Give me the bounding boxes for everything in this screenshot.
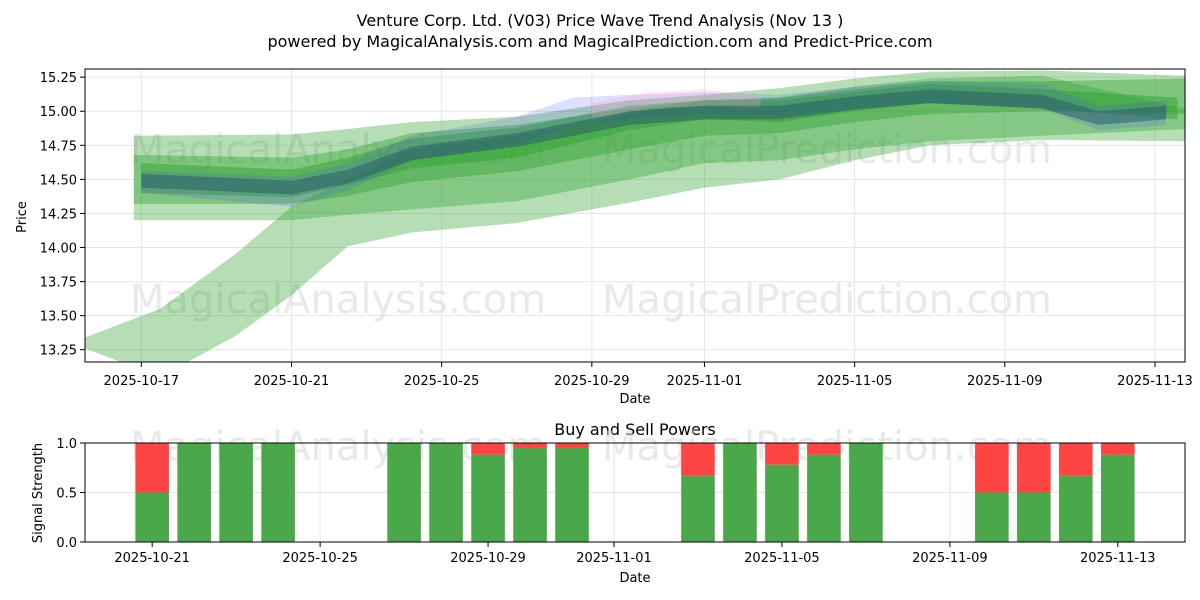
price-x-tick-label: 2025-10-29 — [554, 374, 630, 389]
price-x-tick-label: 2025-11-13 — [1117, 374, 1193, 389]
buy-power-bar — [849, 443, 883, 542]
sell-power-bar — [1059, 443, 1093, 476]
sell-power-bar — [765, 443, 799, 465]
buy-power-bar — [765, 464, 799, 542]
sell-power-bar — [471, 443, 505, 455]
sell-power-bar — [975, 443, 1009, 493]
buy-power-bar — [681, 475, 715, 542]
price-x-tick-label: 2025-10-25 — [404, 374, 480, 389]
sell-power-bar — [681, 443, 715, 476]
buy-sell-plot: Buy and Sell Powers MagicalAnalysis.com … — [31, 420, 1186, 586]
band-wide-band-upper — [133, 70, 1185, 221]
chart-title-line2: powered by MagicalAnalysis.com and Magic… — [267, 32, 932, 51]
buy-power-bar — [1059, 475, 1093, 542]
signal-bars — [135, 443, 1135, 542]
price-grid — [85, 69, 1185, 362]
price-watermarks: MagicalAnalysis.com MagicalPrediction.co… — [130, 127, 1052, 323]
buy-power-bar — [723, 443, 757, 542]
sell-power-bar — [807, 443, 841, 455]
buy-power-bar — [1017, 492, 1051, 542]
band-falling-band — [85, 75, 1185, 362]
price-x-axis-label: Date — [619, 392, 650, 407]
signal-x-tick-label: 2025-11-09 — [912, 551, 988, 566]
price-plot-border — [84, 68, 1186, 363]
price-y-axis-label: Price — [15, 201, 30, 233]
buy-power-bar — [975, 492, 1009, 542]
signal-y-tick-label: 0.5 — [56, 487, 77, 502]
sell-power-bar — [555, 443, 589, 448]
price-y-tick-label: 15.00 — [40, 105, 77, 120]
watermark-prediction-top: MagicalPrediction.com — [602, 127, 1052, 173]
price-x-tick-label: 2025-11-05 — [817, 374, 893, 389]
band-core-line — [141, 89, 1167, 195]
band-blue-band — [141, 81, 1167, 207]
signal-x-tick-label: 2025-10-29 — [450, 551, 526, 566]
signal-x-tick-label: 2025-10-25 — [282, 551, 358, 566]
sell-power-bar — [1101, 443, 1135, 455]
price-y-tick-label: 13.25 — [40, 344, 77, 359]
price-y-tick-label: 14.25 — [40, 207, 77, 222]
buy-power-bar — [513, 447, 547, 542]
price-y-tick-label: 15.25 — [40, 71, 77, 86]
sell-power-bar — [513, 443, 547, 448]
price-bands — [85, 70, 1185, 362]
signal-y-tick-label: 1.0 — [56, 437, 77, 452]
price-x-tick-label: 2025-11-01 — [667, 374, 743, 389]
buy-power-bar — [261, 443, 295, 542]
signal-x-tick-label: 2025-11-05 — [744, 551, 820, 566]
price-x-tick-label: 2025-10-21 — [254, 374, 330, 389]
price-y-tick-label: 13.50 — [40, 310, 77, 325]
price-wave-plot: MagicalAnalysis.com MagicalPrediction.co… — [15, 68, 1193, 407]
price-y-tick-label: 13.75 — [40, 276, 77, 291]
buy-power-bar — [387, 443, 421, 542]
signal-y-ticks: 0.0 0.5 1.0 — [56, 437, 85, 551]
sell-power-bar — [135, 443, 169, 493]
chart-title-line1: Venture Corp. Ltd. (V03) Price Wave Tren… — [357, 11, 844, 30]
band-inner-band — [141, 84, 1178, 198]
price-y-tick-label: 14.00 — [40, 242, 77, 257]
band-pink-band — [591, 89, 761, 120]
signal-x-tick-label: 2025-11-13 — [1080, 551, 1156, 566]
buy-power-bar — [219, 443, 253, 542]
buy-power-bar — [555, 447, 589, 542]
watermark-analysis-mid: MagicalAnalysis.com — [130, 277, 546, 323]
signal-x-tick-label: 2025-10-21 — [114, 551, 190, 566]
signal-x-tick-label: 2025-11-01 — [576, 551, 652, 566]
buy-power-bar — [807, 454, 841, 542]
buy-sell-title: Buy and Sell Powers — [554, 420, 716, 439]
price-y-tick-label: 14.75 — [40, 139, 77, 154]
price-y-ticks: 13.25 13.50 13.75 14.00 14.25 14.50 14.75 15.00… — [40, 71, 85, 359]
buy-power-bar — [471, 454, 505, 542]
price-x-tick-label: 2025-10-17 — [104, 374, 180, 389]
price-y-tick-label: 14.50 — [40, 173, 77, 188]
band-mid-band — [133, 78, 1185, 204]
signal-x-ticks: 2025-10-21 2025-10-25 2025-10-29 2025-11-01… — [114, 542, 1156, 566]
price-x-ticks: 2025-10-17 2025-10-21 2025-10-25 2025-10-29… — [104, 362, 1193, 389]
signal-y-tick-label: 0.0 — [56, 536, 77, 551]
signal-x-axis-label: Date — [619, 571, 650, 586]
buy-power-bar — [429, 443, 463, 542]
buy-power-bar — [177, 443, 211, 542]
price-x-tick-label: 2025-11-09 — [967, 374, 1043, 389]
sell-power-bar — [1017, 443, 1051, 493]
watermark-prediction-mid: MagicalPrediction.com — [602, 277, 1052, 323]
buy-power-bar — [135, 492, 169, 542]
signal-y-axis-label: Signal Strength — [31, 443, 46, 543]
buy-power-bar — [1101, 454, 1135, 542]
